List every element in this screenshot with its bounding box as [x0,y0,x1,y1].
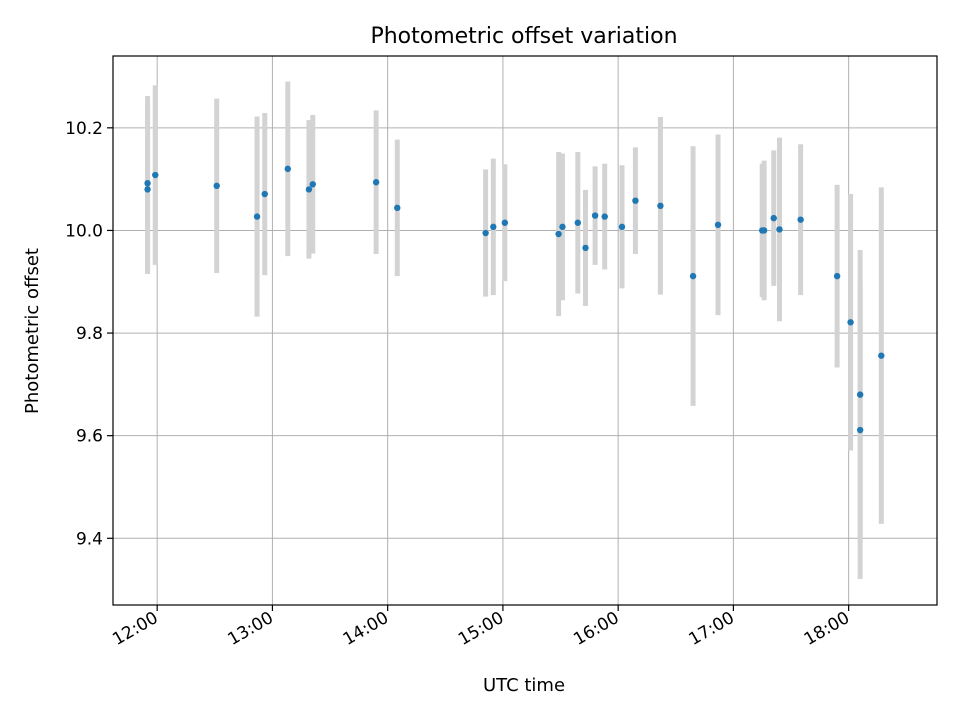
data-point [689,272,697,280]
y-tick-label: 9.6 [76,427,103,447]
data-point [152,171,159,179]
data-point [309,181,316,188]
data-point [591,212,599,219]
x-axis-ticks: 12:00 13:00 14:00 15:00 16:00 17:00 18:00 [109,605,853,650]
x-tick-label: 16:00 [570,608,622,650]
data-point [284,165,291,173]
error-bars [145,81,884,579]
data-point [657,202,664,210]
data-point [490,223,497,231]
data-point [847,319,854,326]
x-tick-label: 12:00 [109,608,161,650]
data-point [555,230,562,238]
data-point [760,227,768,234]
data-point [797,216,804,223]
x-tick-label: 17:00 [685,608,737,650]
data-point [574,219,582,226]
y-tick-label: 10.2 [65,119,103,139]
y-tick-label: 10.0 [65,221,103,241]
x-tick-label: 15:00 [455,608,507,650]
data-point [305,186,313,193]
data-point [213,182,220,190]
data-point [856,391,864,398]
plot-area-frame [112,55,938,606]
data-point [582,244,589,252]
data-point [144,180,151,187]
y-axis-label: Photometric offset [22,248,43,414]
data-point [770,214,777,222]
data-point [559,223,566,231]
data-point [878,352,885,359]
y-tick-label: 9.4 [76,529,103,549]
x-tick-label: 14:00 [340,608,392,650]
data-point [618,223,626,231]
data-points [144,165,885,434]
x-tick-label: 13:00 [224,608,276,650]
data-point [601,213,608,220]
y-axis-ticks: 9.4 9.6 9.8 10.0 10.2 [65,119,113,549]
chart-title: Photometric offset variation [370,24,677,49]
data-point [833,272,841,280]
data-point [394,204,401,212]
data-point [144,186,151,193]
data-point [714,221,722,229]
data-point [856,426,864,434]
x-axis-label: UTC time [483,675,565,696]
data-point [501,219,509,226]
x-tick-label: 18:00 [801,608,853,650]
data-point [776,226,783,233]
data-point [632,197,639,204]
y-tick-label: 9.8 [76,324,103,344]
data-point [482,229,489,237]
data-point [253,213,261,220]
grid-lines [113,56,937,605]
data-point [372,179,380,186]
data-point [261,190,268,198]
